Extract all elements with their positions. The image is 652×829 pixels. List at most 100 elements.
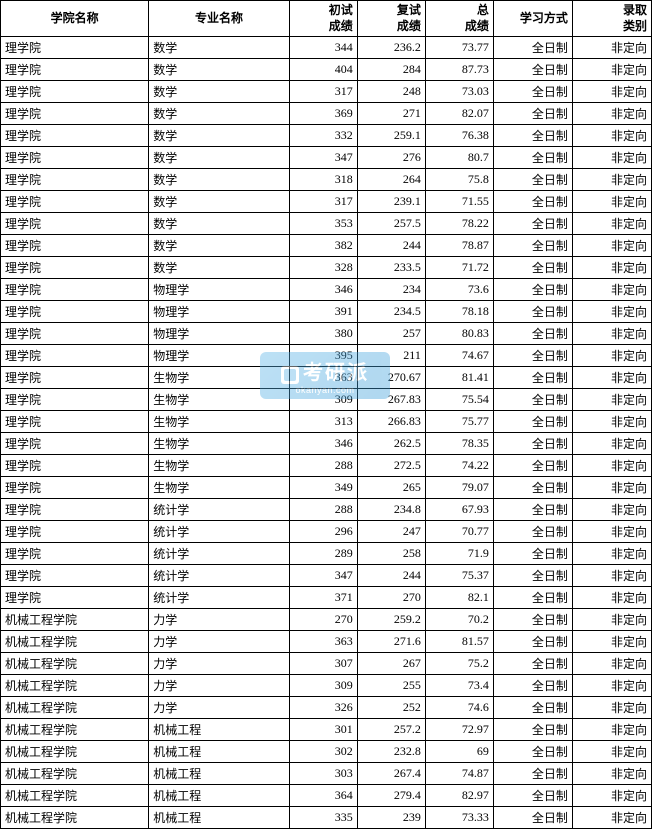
cell-score2: 234.5: [357, 301, 425, 323]
cell-total: 75.37: [425, 565, 493, 587]
cell-type: 非定向: [572, 631, 651, 653]
cell-college: 机械工程学院: [1, 631, 149, 653]
table-row: 理学院生物学363270.6781.41全日制非定向: [1, 367, 652, 389]
cell-score1: 289: [289, 543, 357, 565]
cell-score1: 317: [289, 191, 357, 213]
cell-total: 79.07: [425, 477, 493, 499]
cell-type: 非定向: [572, 477, 651, 499]
cell-total: 80.7: [425, 147, 493, 169]
table-row: 理学院生物学288272.574.22全日制非定向: [1, 455, 652, 477]
cell-score1: 382: [289, 235, 357, 257]
cell-type: 非定向: [572, 675, 651, 697]
cell-score1: 380: [289, 323, 357, 345]
cell-college: 理学院: [1, 543, 149, 565]
cell-type: 非定向: [572, 455, 651, 477]
cell-total: 73.77: [425, 37, 493, 59]
cell-mode: 全日制: [493, 543, 572, 565]
cell-mode: 全日制: [493, 763, 572, 785]
cell-major: 数学: [149, 125, 290, 147]
cell-total: 80.83: [425, 323, 493, 345]
cell-college: 理学院: [1, 191, 149, 213]
cell-type: 非定向: [572, 411, 651, 433]
cell-score1: 288: [289, 499, 357, 521]
cell-college: 理学院: [1, 301, 149, 323]
cell-score1: 347: [289, 147, 357, 169]
table-row: 理学院数学344236.273.77全日制非定向: [1, 37, 652, 59]
cell-score1: 301: [289, 719, 357, 741]
cell-mode: 全日制: [493, 455, 572, 477]
cell-score2: 264: [357, 169, 425, 191]
cell-college: 理学院: [1, 521, 149, 543]
table-row: 理学院数学38224478.87全日制非定向: [1, 235, 652, 257]
table-row: 理学院数学353257.578.22全日制非定向: [1, 213, 652, 235]
cell-major: 统计学: [149, 565, 290, 587]
cell-score1: 346: [289, 433, 357, 455]
cell-score1: 344: [289, 37, 357, 59]
cell-type: 非定向: [572, 279, 651, 301]
cell-major: 生物学: [149, 433, 290, 455]
cell-college: 理学院: [1, 389, 149, 411]
header-major: 专业名称: [149, 1, 290, 37]
cell-mode: 全日制: [493, 59, 572, 81]
table-row: 机械工程学院机械工程303267.474.87全日制非定向: [1, 763, 652, 785]
cell-mode: 全日制: [493, 609, 572, 631]
cell-type: 非定向: [572, 543, 651, 565]
cell-score1: 296: [289, 521, 357, 543]
cell-type: 非定向: [572, 653, 651, 675]
cell-type: 非定向: [572, 741, 651, 763]
cell-college: 理学院: [1, 125, 149, 147]
cell-major: 数学: [149, 235, 290, 257]
cell-type: 非定向: [572, 521, 651, 543]
cell-score2: 255: [357, 675, 425, 697]
cell-score2: 267.4: [357, 763, 425, 785]
cell-mode: 全日制: [493, 235, 572, 257]
cell-mode: 全日制: [493, 191, 572, 213]
cell-type: 非定向: [572, 125, 651, 147]
cell-college: 理学院: [1, 433, 149, 455]
cell-major: 力学: [149, 631, 290, 653]
table-row: 理学院统计学29624770.77全日制非定向: [1, 521, 652, 543]
cell-mode: 全日制: [493, 367, 572, 389]
cell-college: 机械工程学院: [1, 741, 149, 763]
cell-total: 73.4: [425, 675, 493, 697]
cell-total: 74.6: [425, 697, 493, 719]
cell-score2: 211: [357, 345, 425, 367]
table-body: 理学院数学344236.273.77全日制非定向理学院数学40428487.73…: [1, 37, 652, 829]
cell-college: 机械工程学院: [1, 719, 149, 741]
cell-college: 机械工程学院: [1, 697, 149, 719]
cell-college: 机械工程学院: [1, 785, 149, 807]
cell-major: 数学: [149, 103, 290, 125]
cell-college: 理学院: [1, 235, 149, 257]
table-row: 机械工程学院力学32625274.6全日制非定向: [1, 697, 652, 719]
cell-major: 统计学: [149, 587, 290, 609]
cell-score2: 284: [357, 59, 425, 81]
cell-score2: 279.4: [357, 785, 425, 807]
cell-college: 理学院: [1, 587, 149, 609]
cell-college: 机械工程学院: [1, 763, 149, 785]
cell-major: 机械工程: [149, 719, 290, 741]
cell-type: 非定向: [572, 763, 651, 785]
cell-score2: 257: [357, 323, 425, 345]
cell-type: 非定向: [572, 169, 651, 191]
cell-score2: 234: [357, 279, 425, 301]
cell-score2: 252: [357, 697, 425, 719]
cell-total: 75.2: [425, 653, 493, 675]
cell-major: 数学: [149, 59, 290, 81]
cell-college: 理学院: [1, 279, 149, 301]
cell-score2: 270: [357, 587, 425, 609]
cell-total: 70.2: [425, 609, 493, 631]
cell-major: 生物学: [149, 411, 290, 433]
cell-type: 非定向: [572, 499, 651, 521]
cell-total: 82.1: [425, 587, 493, 609]
cell-score1: 363: [289, 631, 357, 653]
cell-score1: 309: [289, 389, 357, 411]
cell-college: 理学院: [1, 367, 149, 389]
cell-mode: 全日制: [493, 301, 572, 323]
table-row: 理学院数学31826475.8全日制非定向: [1, 169, 652, 191]
table-row: 机械工程学院力学30726775.2全日制非定向: [1, 653, 652, 675]
cell-score2: 259.1: [357, 125, 425, 147]
cell-college: 理学院: [1, 169, 149, 191]
cell-score1: 369: [289, 103, 357, 125]
cell-score1: 317: [289, 81, 357, 103]
cell-score1: 326: [289, 697, 357, 719]
